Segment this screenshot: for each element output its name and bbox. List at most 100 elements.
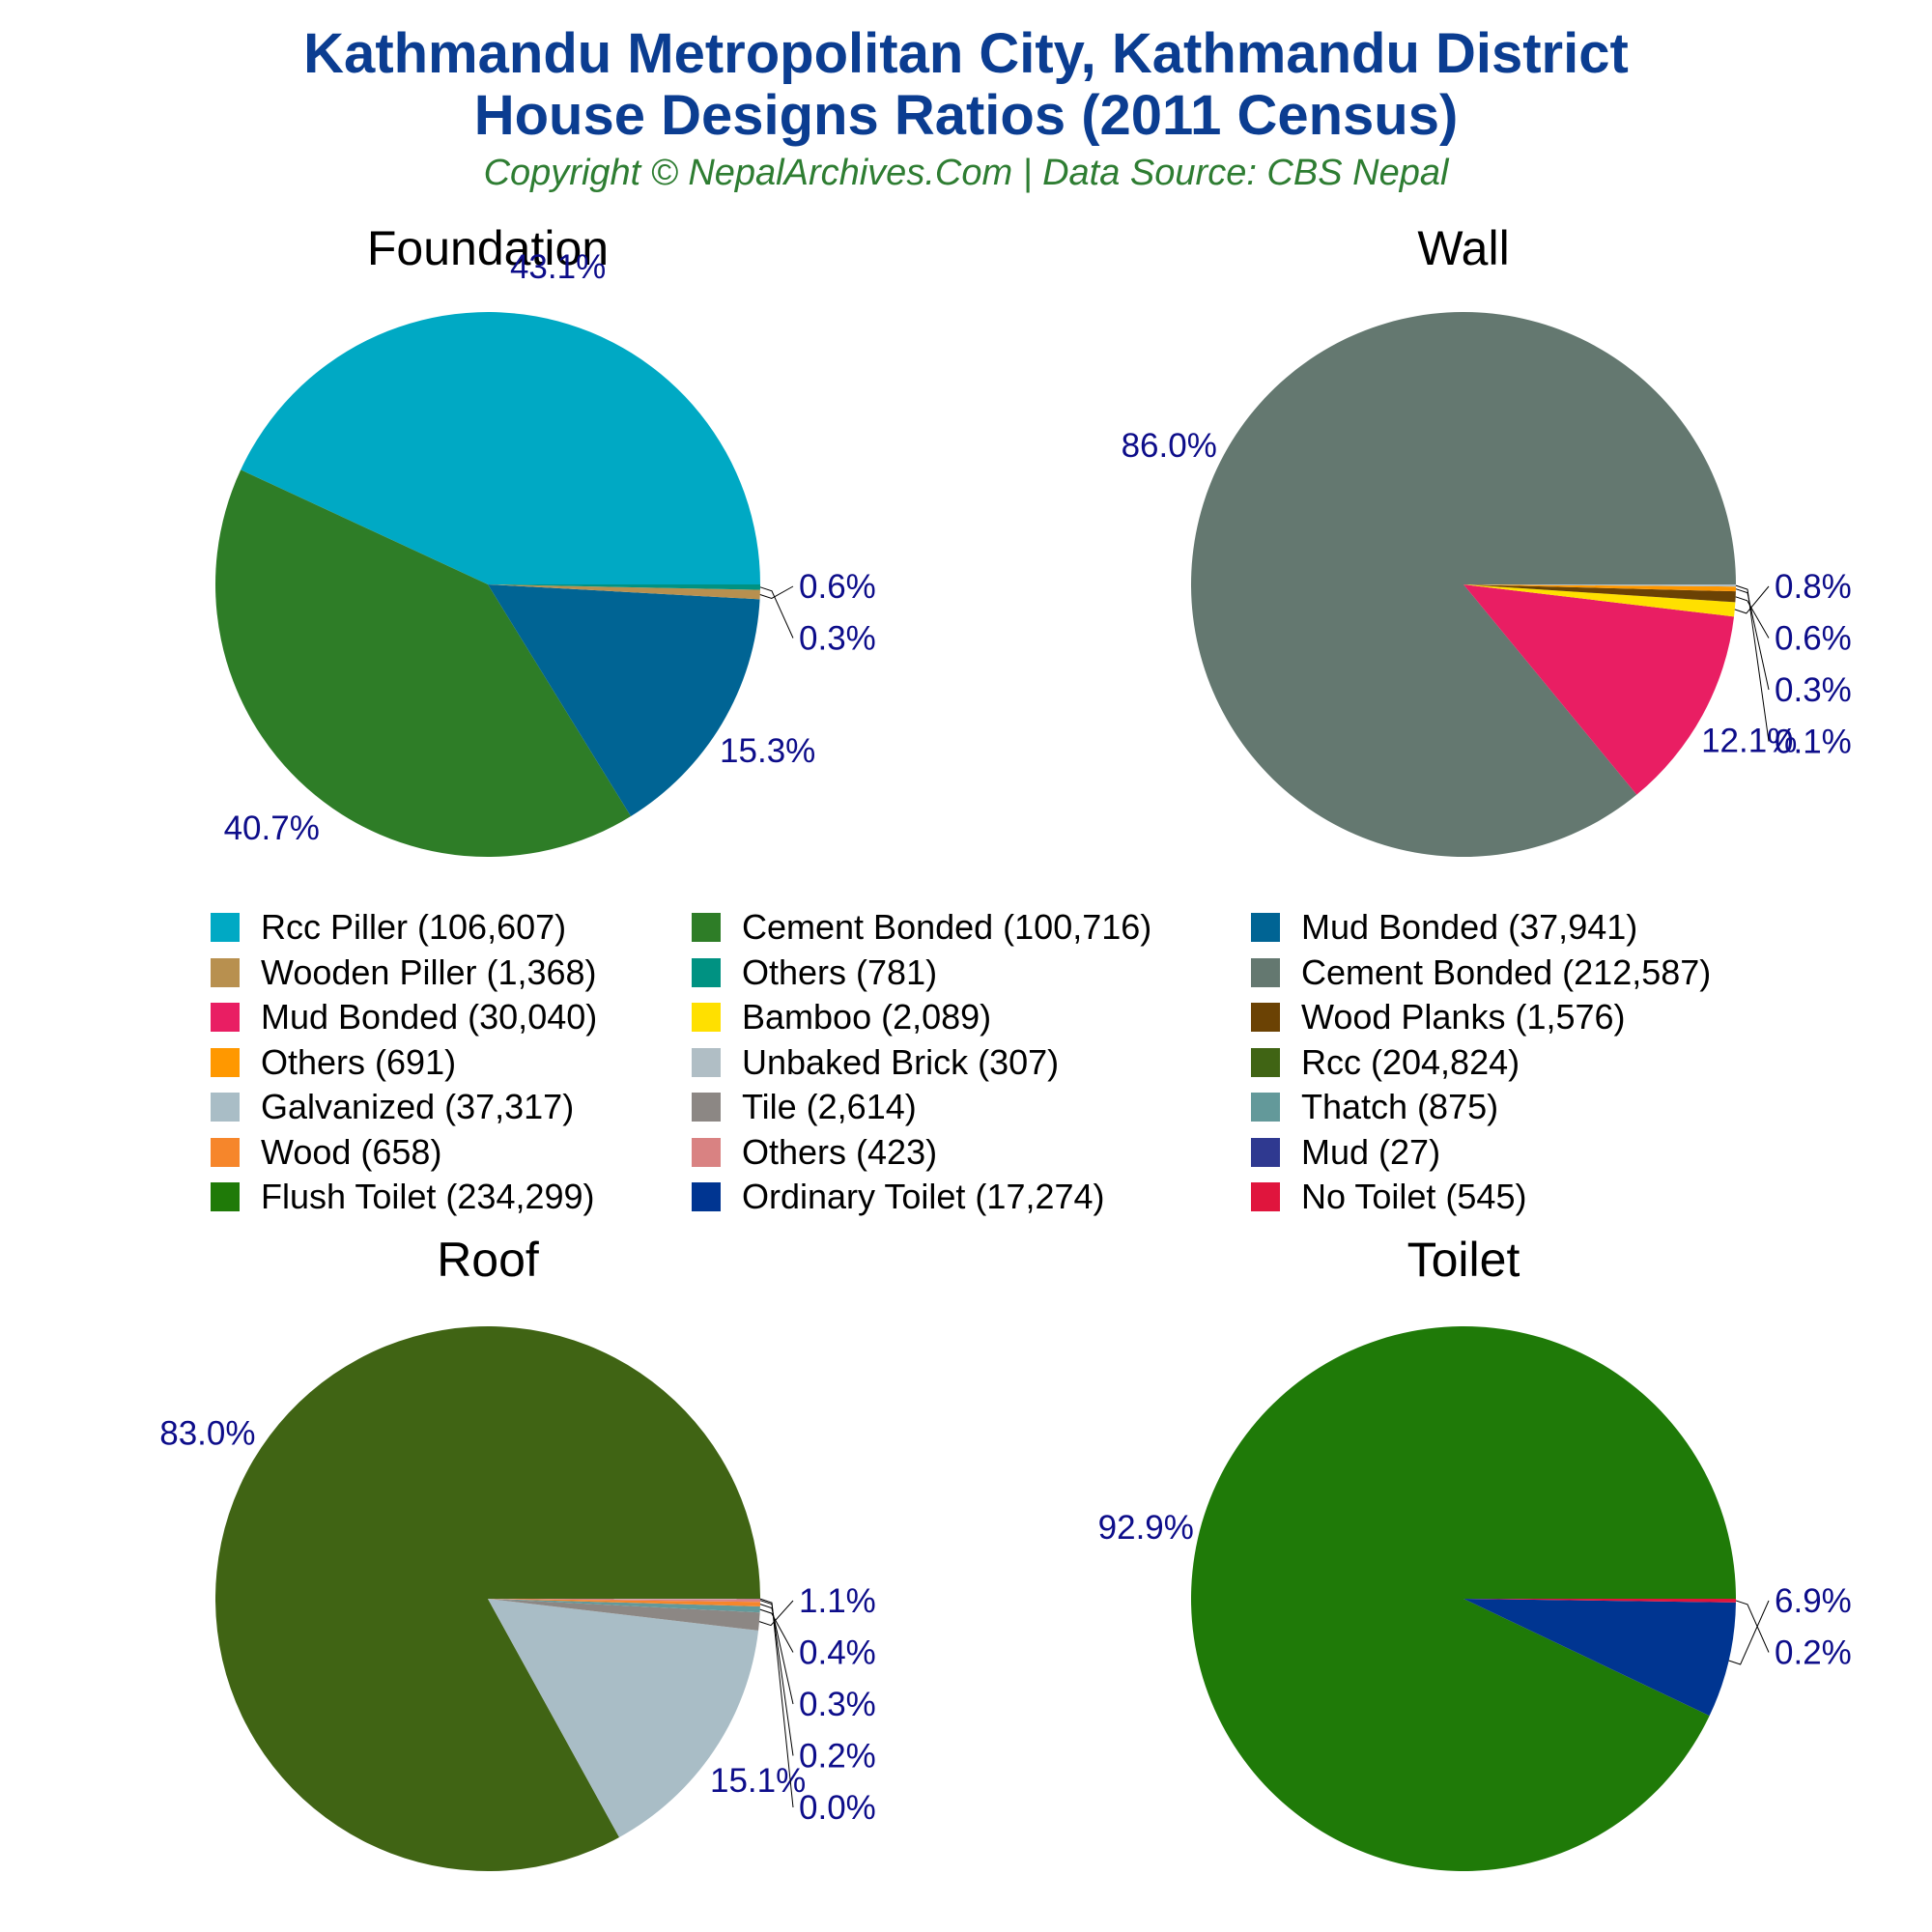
foundation-pct-label: 43.1% xyxy=(510,248,606,286)
legend-item: Rcc Piller (106,607) xyxy=(211,907,566,947)
foundation-pct-label: 0.6% xyxy=(799,568,876,606)
legend-label: Flush Toilet (234,299) xyxy=(261,1177,595,1216)
toilet-pct-label: 0.2% xyxy=(1775,1634,1852,1672)
foundation-slice-mud-bonded xyxy=(488,584,760,817)
legend-label: Cement Bonded (100,716) xyxy=(742,907,1152,947)
legend-item: No Toilet (545) xyxy=(1251,1177,1527,1216)
roof-leader-line xyxy=(759,1604,794,1705)
legend-swatch xyxy=(211,1093,240,1122)
chart-title-line-2: House Designs Ratios (2011 Census) xyxy=(473,84,1459,147)
legend-swatch xyxy=(692,1003,721,1032)
pie-title-wall: Wall xyxy=(1417,221,1510,275)
legend-swatch xyxy=(211,1137,240,1167)
roof-pct-label: 1.1% xyxy=(799,1582,876,1620)
roof-leader-line xyxy=(759,1608,794,1653)
legend-swatch xyxy=(211,1047,240,1077)
legend-label: Thatch (875) xyxy=(1301,1087,1499,1126)
foundation-pct-label: 15.3% xyxy=(720,732,815,770)
legend-label: Ordinary Toilet (17,274) xyxy=(742,1177,1105,1216)
wall-pct-label: 86.0% xyxy=(1122,427,1217,465)
legend-swatch xyxy=(692,1047,721,1077)
roof-pct-label: 0.2% xyxy=(799,1738,876,1776)
legend-swatch xyxy=(692,1093,721,1122)
toilet-pct-label: 92.9% xyxy=(1098,1509,1194,1547)
foundation-pct-label: 40.7% xyxy=(224,810,320,847)
wall-pct-label: 0.1% xyxy=(1775,724,1852,761)
toilet-slice-flush-toilet xyxy=(1190,1325,1736,1871)
pie-title-toilet: Toilet xyxy=(1406,1233,1520,1287)
legend-item: Mud Bonded (37,941) xyxy=(1251,907,1638,947)
legend-label: Wood Planks (1,576) xyxy=(1301,997,1626,1037)
foundation-leader-line xyxy=(759,585,794,600)
roof-leader-line xyxy=(759,1598,794,1808)
wall-slice-cement-bonded xyxy=(1191,312,1736,857)
wall-pct-label: 12.1% xyxy=(1701,723,1797,760)
legend-label: No Toilet (545) xyxy=(1301,1177,1527,1216)
legend-item: Unbaked Brick (307) xyxy=(692,1042,1059,1082)
legend-item: Others (781) xyxy=(692,952,937,992)
legend-swatch xyxy=(692,1182,721,1211)
pie-title-foundation: Foundation xyxy=(366,221,610,275)
foundation-slice-wooden-piller xyxy=(488,584,760,600)
foundation-pct-label: 0.3% xyxy=(799,620,876,658)
legend-label: Rcc (204,824) xyxy=(1301,1041,1520,1082)
legend-item: Ordinary Toilet (17,274) xyxy=(692,1177,1105,1216)
legend-item: Flush Toilet (234,299) xyxy=(211,1177,595,1216)
legend-item: Thatch (875) xyxy=(1251,1087,1499,1126)
roof-slice-galvanized xyxy=(488,1599,759,1838)
legend-swatch xyxy=(692,957,721,987)
legend-item: Cement Bonded (212,587) xyxy=(1251,952,1712,992)
toilet-slice-no-toilet xyxy=(1463,1599,1736,1603)
legend-item: Others (423) xyxy=(692,1132,937,1172)
roof-pct-label: 0.3% xyxy=(799,1686,876,1723)
legend-label: Mud Bonded (30,040) xyxy=(261,997,598,1037)
toilet-leader-line xyxy=(1728,1600,1770,1665)
legend-item: Mud (27) xyxy=(1251,1131,1441,1172)
legend-swatch xyxy=(1251,1182,1280,1211)
chart-subtitle: Copyright © NepalArchives.Com | Data Sou… xyxy=(483,153,1449,193)
legend-label: Others (691) xyxy=(261,1041,457,1082)
wall-slice-mud-bonded xyxy=(1463,584,1735,795)
legend-label: Mud (27) xyxy=(1301,1131,1441,1172)
legend-label: Tile (2,614) xyxy=(742,1087,917,1126)
legend-item: Rcc (204,824) xyxy=(1251,1041,1520,1082)
foundation-slice-rcc-piller xyxy=(241,312,760,584)
legend-item: Mud Bonded (30,040) xyxy=(211,997,598,1037)
legend-item: Wood (658) xyxy=(211,1132,441,1172)
roof-slice-others xyxy=(488,1599,760,1603)
roof-pct-label: 83.0% xyxy=(159,1415,255,1453)
wall-leader-line xyxy=(1734,585,1770,614)
legend-label: Bamboo (2,089) xyxy=(742,997,992,1037)
wall-pct-label: 0.8% xyxy=(1775,568,1852,606)
legend-swatch xyxy=(211,913,240,942)
roof-slice-wood xyxy=(488,1599,760,1606)
chart-title-line-1: Kathmandu Metropolitan City, Kathmandu D… xyxy=(303,22,1629,85)
roof-slice-rcc xyxy=(214,1325,760,1871)
toilet-pct-label: 6.9% xyxy=(1775,1582,1852,1620)
legend-swatch xyxy=(1251,1003,1280,1032)
legend-label: Cement Bonded (212,587) xyxy=(1301,952,1712,992)
legend-label: Galvanized (37,317) xyxy=(261,1087,575,1126)
legend: Rcc Piller (106,607) Cement Bonded (100,7… xyxy=(0,907,1932,1236)
legend-swatch xyxy=(692,1137,721,1167)
legend-label: Mud Bonded (37,941) xyxy=(1301,907,1638,947)
toilet-slice-ordinary-toilet xyxy=(1463,1599,1736,1717)
wall-slice-bamboo xyxy=(1463,584,1736,617)
legend-swatch xyxy=(211,1003,240,1032)
roof-pct-label: 0.0% xyxy=(799,1789,876,1827)
wall-slice-wood-planks xyxy=(1463,584,1736,603)
roof-leader-line xyxy=(758,1600,794,1627)
roof-pct-label: 0.4% xyxy=(799,1634,876,1672)
legend-item: Tile (2,614) xyxy=(692,1087,917,1126)
roof-slice-tile xyxy=(488,1599,760,1631)
legend-item: Wood Planks (1,576) xyxy=(1251,997,1626,1037)
legend-swatch xyxy=(1251,1137,1280,1167)
legend-item: Bamboo (2,089) xyxy=(692,997,992,1037)
toilet-leader-line xyxy=(1735,1600,1770,1653)
foundation-slice-cement-bonded xyxy=(215,469,632,857)
wall-slice-unbaked-brick xyxy=(1463,584,1736,587)
legend-swatch xyxy=(211,1182,240,1211)
wall-leader-line xyxy=(1735,584,1770,742)
legend-swatch xyxy=(1251,913,1280,942)
